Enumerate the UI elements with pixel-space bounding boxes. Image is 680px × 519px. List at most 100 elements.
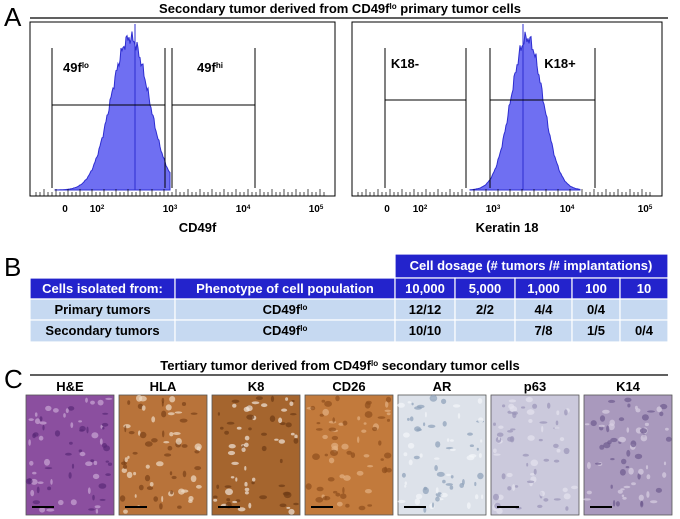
tissue-texture	[584, 423, 590, 426]
text-part: Secondary tumor derived from CD49f	[159, 1, 390, 16]
tissue-texture	[462, 479, 465, 486]
table-cell	[454, 319, 516, 343]
text-part: secondary tumor cells	[378, 358, 520, 373]
table-header: 100	[585, 281, 607, 296]
tissue-texture	[508, 403, 515, 410]
tissue-texture	[28, 439, 31, 446]
tissue-texture	[94, 505, 101, 509]
tissue-texture	[533, 468, 537, 475]
tissue-texture	[182, 470, 187, 478]
tissue-texture	[530, 459, 539, 467]
panel-letter: A	[4, 2, 22, 32]
axis-label: CD49f	[179, 220, 217, 235]
table-text: 0/4	[635, 323, 654, 338]
tissue-texture	[36, 486, 40, 494]
tissue-texture	[71, 463, 75, 469]
tissue-texture	[99, 498, 106, 501]
tissue-texture	[177, 505, 182, 509]
tissue-texture	[138, 484, 144, 491]
text-part: CD49f	[179, 220, 217, 235]
tissue-texture	[248, 502, 252, 509]
text-part: H&E	[56, 379, 84, 394]
tissue-texture	[662, 472, 667, 478]
tissue-texture	[644, 422, 650, 427]
text-part: AR	[433, 379, 452, 394]
tissue-texture	[291, 400, 295, 402]
tissue-texture	[586, 490, 592, 495]
text-part: K14	[616, 379, 641, 394]
tissue-texture	[607, 440, 612, 445]
tissue-texture	[126, 471, 133, 479]
gate-label: 49flo	[63, 60, 89, 75]
tissue-texture	[38, 435, 44, 441]
tissue-texture	[436, 471, 445, 477]
text-part: 1,000	[527, 281, 560, 296]
tissue-texture	[146, 486, 154, 490]
tissue-texture	[231, 461, 239, 465]
superscript: 5	[649, 204, 653, 211]
tissue-texture	[259, 495, 267, 500]
tissue-texture	[169, 396, 176, 403]
table-cell	[619, 298, 669, 321]
tissue-texture	[95, 508, 99, 514]
tissue-texture	[528, 419, 533, 423]
tissue-texture	[278, 484, 286, 488]
tissue-texture	[480, 439, 483, 443]
tissue-texture	[522, 453, 529, 457]
tissue-texture	[170, 490, 174, 495]
superscript: 4	[571, 204, 575, 211]
tissue-texture	[156, 461, 164, 467]
tissue-texture	[467, 432, 473, 436]
tissue-texture	[194, 443, 202, 451]
tissue-texture	[404, 481, 407, 486]
tissue-texture	[441, 398, 447, 405]
tissue-texture	[450, 475, 454, 479]
tissue-texture	[42, 424, 45, 431]
tissue-texture	[602, 409, 610, 414]
tissue-texture	[401, 472, 406, 478]
tissue-texture	[274, 438, 279, 441]
tissue-texture	[294, 434, 298, 439]
tissue-texture	[423, 422, 426, 427]
stain-label: H&E	[56, 379, 84, 394]
tissue-texture	[127, 455, 130, 459]
tissue-texture	[220, 426, 224, 430]
tissue-texture	[384, 466, 388, 473]
gate-label: 49fhi	[197, 60, 223, 75]
tissue-texture	[324, 453, 328, 457]
tissue-texture	[127, 400, 131, 405]
text-part: 0	[384, 204, 390, 215]
tissue-texture	[225, 488, 233, 496]
tissue-texture	[305, 483, 312, 490]
tissue-texture	[213, 498, 218, 502]
tissue-texture	[446, 473, 451, 476]
tissue-texture	[32, 500, 40, 505]
tissue-texture	[403, 432, 410, 438]
text-part: 0/4	[587, 302, 606, 317]
tissue-texture	[107, 462, 113, 466]
tissue-texture	[508, 399, 517, 403]
tissue-texture	[293, 438, 299, 444]
tissue-texture	[241, 447, 246, 453]
tissue-texture	[627, 403, 631, 408]
panel-title: Secondary tumor derived from CD49flo pri…	[159, 1, 521, 16]
tissue-texture	[227, 450, 236, 456]
tissue-texture	[659, 411, 664, 417]
tissue-texture	[270, 395, 275, 402]
tissue-texture	[434, 457, 440, 460]
tissue-texture	[624, 397, 632, 403]
superscript: 3	[497, 204, 501, 211]
text-part: Cell dosage (# tumors /# implantations)	[410, 258, 653, 273]
text-part: 10	[309, 204, 321, 215]
tissue-texture	[316, 486, 324, 492]
tissue-texture	[121, 468, 128, 473]
tissue-texture	[39, 421, 47, 425]
tissue-texture	[587, 462, 591, 469]
tissue-texture	[478, 417, 484, 424]
tissue-texture	[571, 485, 578, 490]
table-header: 5,000	[469, 281, 502, 296]
tissue-texture	[190, 412, 198, 415]
text-part: primary tumor cells	[397, 1, 521, 16]
text-part: 100	[585, 281, 607, 296]
tissue-texture	[346, 450, 353, 455]
